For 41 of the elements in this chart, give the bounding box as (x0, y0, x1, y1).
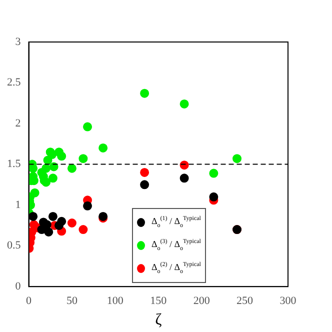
point (98, 143, 108, 152)
point (57, 152, 66, 161)
x-tick-label: 200 (193, 295, 210, 308)
y-tick-label: 0 (15, 280, 22, 292)
x-tick-label: 50 (66, 295, 78, 308)
y-tick-label: 0.5 (7, 240, 22, 252)
point (180, 174, 189, 183)
point (48, 150, 57, 160)
point (44, 227, 54, 236)
point (83, 122, 92, 132)
point (180, 99, 189, 108)
x-tick-label: 300 (280, 295, 297, 308)
point (232, 154, 242, 164)
point (48, 174, 58, 183)
x-tick-label: 0 (26, 295, 32, 308)
y-tick-label: 3 (15, 36, 22, 48)
point (180, 160, 189, 170)
point (140, 180, 150, 190)
point (140, 168, 150, 177)
x-tick-label: 250 (236, 295, 254, 308)
point (57, 216, 66, 226)
point (78, 225, 88, 234)
point (209, 192, 218, 202)
point (140, 88, 150, 98)
point (48, 212, 58, 221)
y-tick-label: 1 (15, 198, 21, 211)
point (78, 154, 88, 164)
point (28, 212, 38, 221)
y-tick-label: 2 (15, 117, 21, 130)
x-tick-label: 100 (106, 295, 124, 308)
y-tick-label: 1.5 (7, 158, 22, 170)
y-tick-label: 2.5 (7, 76, 22, 89)
point (42, 164, 51, 173)
point (49, 162, 58, 172)
point (209, 168, 218, 178)
point (30, 188, 40, 198)
point (67, 218, 76, 228)
point (67, 164, 76, 173)
point (83, 201, 92, 210)
x-tick-label: 150 (150, 295, 168, 308)
x-axis-title: ζ (155, 312, 162, 329)
